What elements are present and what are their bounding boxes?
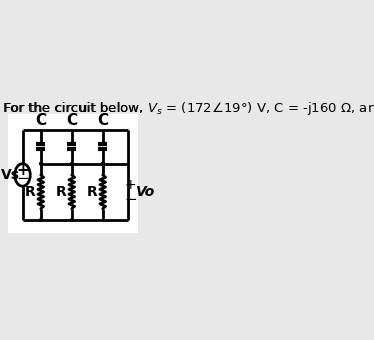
Text: R: R <box>87 185 97 199</box>
Text: Vs: Vs <box>1 168 20 182</box>
Text: R: R <box>56 185 67 199</box>
Text: −: − <box>16 171 29 186</box>
Text: C: C <box>35 113 46 128</box>
Text: +: + <box>16 164 29 178</box>
Text: R: R <box>25 185 36 199</box>
Text: +: + <box>125 178 137 192</box>
Text: Vo: Vo <box>136 185 155 199</box>
Circle shape <box>101 163 104 165</box>
Circle shape <box>40 163 42 165</box>
Text: C: C <box>66 113 77 128</box>
Text: C: C <box>97 113 108 128</box>
Bar <box>9 114 138 233</box>
Circle shape <box>70 163 73 165</box>
Text: For the circuit below,: For the circuit below, <box>3 102 147 115</box>
Text: For the circuit below, $V_s$ = (172$\angle$19°) V, C = -j160 $\Omega$, and R = 1: For the circuit below, $V_s$ = (172$\ang… <box>3 100 374 117</box>
Circle shape <box>70 219 73 221</box>
Circle shape <box>40 219 42 221</box>
Text: −: − <box>124 192 137 207</box>
